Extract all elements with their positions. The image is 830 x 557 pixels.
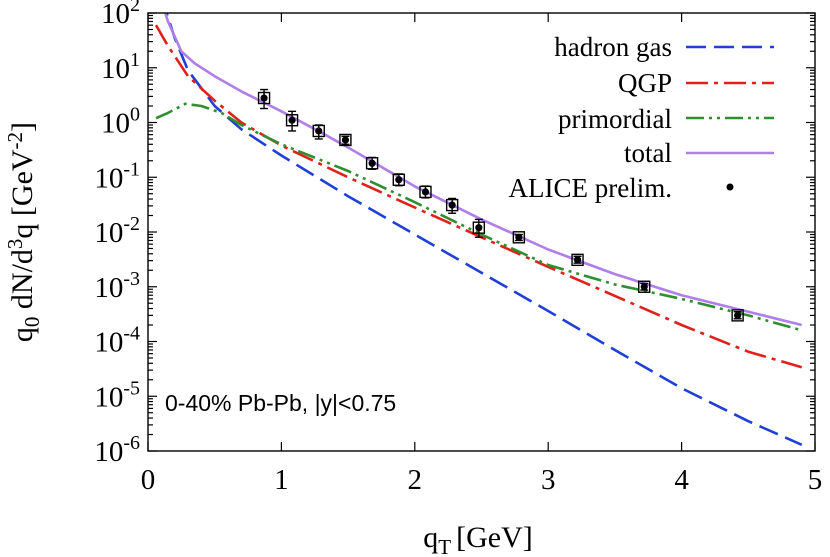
x-tick-label: 2	[408, 464, 423, 496]
y-tick-label: 10-1	[94, 158, 140, 194]
legend-label-hadron-gas: hadron gas	[554, 32, 672, 62]
x-axis-label: qT [GeV]	[423, 521, 532, 557]
y-tick-labels: 102 101 100 10-1 10-2 10-3 10-4 10-5 10-6	[94, 0, 140, 468]
data-point	[257, 88, 271, 110]
x-tick-label: 1	[274, 464, 289, 496]
data-point	[419, 185, 432, 199]
data-point	[445, 197, 459, 214]
data-marker	[475, 224, 483, 232]
data-point	[312, 124, 325, 140]
data-marker	[734, 311, 742, 319]
plot-curves	[154, 13, 803, 446]
x-tick-label: 0	[141, 464, 156, 496]
curve-total	[163, 13, 803, 327]
x-tick-label: 5	[808, 464, 823, 496]
y-axis-label: q0 dN/d3q [GeV-2]	[3, 122, 44, 342]
y-tick-label: 102	[101, 0, 140, 30]
x-tick-labels: 0 1 2 3 4 5	[141, 464, 823, 496]
syst-box	[392, 173, 405, 186]
legend-marker-alice	[726, 183, 734, 191]
data-marker	[288, 116, 296, 124]
data-marker	[573, 256, 582, 264]
legend-label-alice: ALICE prelim.	[509, 173, 672, 203]
legend-label-qgp: QGP	[618, 68, 672, 98]
data-point	[365, 156, 379, 170]
data-point	[638, 280, 651, 293]
syst-box	[339, 133, 352, 147]
legend: hadron gas QGP primordial total ALICE pr…	[509, 32, 774, 203]
curve-primordial	[155, 102, 803, 332]
y-tick-label: 10-2	[94, 213, 140, 249]
data-marker	[260, 94, 268, 102]
system-annotation: 0-40% Pb-Pb, |y|<0.75	[165, 390, 396, 416]
y-tick-label: 10-4	[94, 323, 140, 359]
syst-box	[472, 221, 486, 234]
axis-ticks	[147, 12, 816, 452]
x-tick-label: 3	[541, 464, 556, 496]
syst-box	[419, 185, 432, 199]
data-point	[731, 309, 744, 322]
syst-box	[512, 231, 526, 244]
syst-box	[365, 157, 379, 170]
syst-box	[731, 309, 744, 322]
data-marker	[640, 283, 648, 291]
syst-box	[285, 114, 299, 127]
data-point	[571, 253, 584, 267]
legend-label-total: total	[624, 138, 672, 168]
plot-frame	[147, 12, 816, 452]
y-tick-label: 101	[101, 49, 140, 85]
y-tick-label: 10-5	[94, 377, 140, 413]
data-point	[472, 218, 486, 239]
data-marker	[341, 136, 350, 144]
data-marker	[448, 201, 456, 209]
curve-qgp	[154, 24, 803, 369]
y-tick-label: 100	[101, 104, 140, 140]
syst-box	[638, 280, 651, 293]
syst-box	[571, 253, 584, 267]
data-point	[512, 231, 526, 244]
curve-hadron-gas	[165, 13, 803, 446]
x-tick-label: 4	[674, 464, 689, 496]
data-point	[339, 133, 352, 147]
data-point	[285, 110, 299, 132]
syst-box	[445, 198, 459, 212]
y-tick-label: 10-3	[94, 268, 140, 304]
data-point	[392, 173, 405, 187]
syst-box	[312, 124, 325, 138]
data-marker	[395, 176, 403, 184]
syst-box	[257, 91, 271, 105]
data-marker	[515, 233, 523, 241]
legend-label-primordial: primordial	[558, 104, 672, 134]
data-points	[257, 88, 744, 322]
y-tick-label: 10-6	[94, 432, 140, 468]
data-marker	[315, 127, 323, 135]
data-marker	[421, 188, 430, 196]
data-marker	[368, 159, 376, 167]
